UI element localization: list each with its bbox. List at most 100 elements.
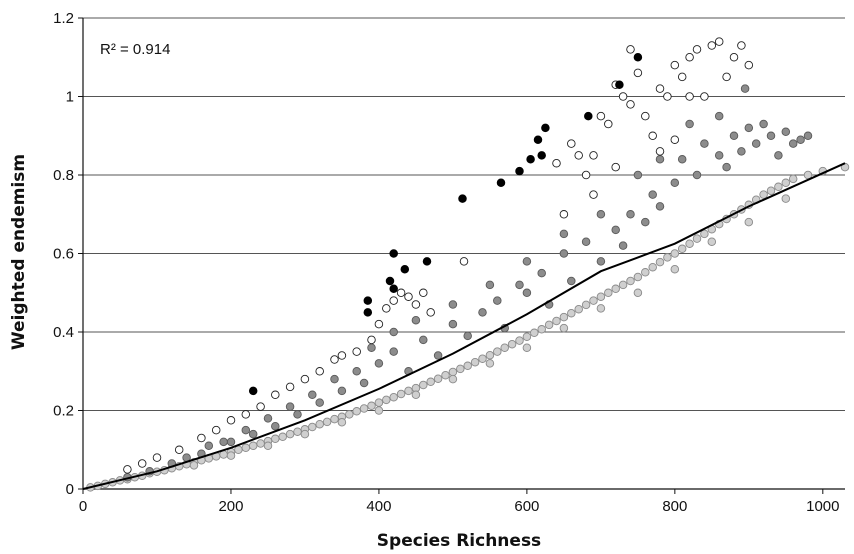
- trend-line: [82, 162, 846, 490]
- y-tick-label-3: 0.6: [53, 246, 74, 263]
- light-grey-point-107: [781, 194, 791, 203]
- black-point-13: [537, 151, 546, 160]
- light-grey-point-93: [774, 182, 783, 192]
- white-point-33: [604, 119, 613, 129]
- r-squared-annotation: R² = 0.914: [100, 41, 170, 58]
- white-point-1: [137, 459, 147, 468]
- light-grey-point-23: [256, 439, 265, 448]
- dark-grey-point-29: [596, 257, 606, 266]
- light-grey-point-41: [389, 392, 398, 402]
- light-grey-point-66: [574, 304, 583, 314]
- dark-grey-point-44: [744, 123, 754, 133]
- white-point-49: [722, 72, 731, 82]
- black-point-10: [515, 166, 524, 176]
- white-point-38: [641, 111, 650, 121]
- black-point-1: [363, 296, 373, 305]
- light-grey-point-51: [463, 361, 472, 371]
- dark-grey-point-30: [611, 225, 620, 235]
- x-axis-title: Species Richness: [377, 531, 541, 551]
- light-grey-point-78: [663, 253, 672, 262]
- y-tick-label-0: 0: [66, 481, 74, 498]
- light-grey-point-104: [559, 323, 569, 333]
- white-point-50: [729, 52, 739, 62]
- dark-grey-point-45: [751, 139, 761, 148]
- white-point-18: [382, 304, 391, 313]
- dark-grey-point-35: [655, 202, 665, 211]
- white-point-54: [670, 135, 680, 144]
- white-point-8: [256, 402, 265, 411]
- light-grey-point-99: [189, 461, 199, 470]
- light-grey-point-58: [515, 336, 524, 345]
- light-grey-point-70: [604, 288, 613, 298]
- dark-grey-point-39: [700, 139, 709, 148]
- white-point-32: [596, 111, 606, 121]
- dark-grey-point-56: [655, 155, 665, 164]
- black-point-15: [584, 111, 593, 121]
- light-grey-point-32: [322, 417, 332, 427]
- x-tick-label-1: 200: [218, 498, 243, 515]
- white-point-9: [271, 390, 280, 400]
- white-point-6: [226, 416, 236, 425]
- tick-labels: 0 200 400 600 800 1000 0 0.2 0.4 0.6 0.8 1 1.2: [53, 10, 839, 515]
- light-grey-point-71: [611, 284, 620, 294]
- light-grey-point-47: [433, 374, 443, 383]
- dark-grey-point-64: [389, 327, 398, 337]
- light-grey-point-108: [226, 451, 236, 460]
- y-tick-label-6: 1.2: [53, 10, 74, 27]
- light-grey-point-30: [308, 422, 317, 432]
- white-point-17: [374, 319, 384, 329]
- light-grey-point-65: [567, 308, 576, 318]
- light-grey-point-100: [263, 441, 273, 451]
- x-tick-label-2: 400: [366, 498, 391, 515]
- light-grey-point-76: [648, 262, 657, 272]
- dark-grey-point-10: [352, 367, 361, 376]
- dark-grey-point-42: [729, 131, 739, 141]
- dark-grey-point-50: [788, 139, 798, 148]
- light-grey-point-113: [596, 304, 606, 313]
- light-grey-point-63: [552, 316, 561, 326]
- white-point-40: [655, 84, 665, 93]
- light-grey-point-21: [241, 443, 251, 453]
- white-point-43: [677, 72, 687, 82]
- light-grey-point-105: [633, 288, 643, 298]
- dark-grey-point-69: [263, 414, 273, 423]
- dark-grey-point-33: [641, 217, 650, 227]
- light-grey-point-103: [485, 359, 495, 368]
- white-point-56: [626, 45, 635, 54]
- dark-grey-point-65: [367, 343, 376, 352]
- dark-grey-point-13: [389, 347, 398, 356]
- white-point-29: [574, 151, 583, 160]
- white-point-36: [626, 100, 635, 109]
- dark-grey-point-27: [567, 276, 576, 286]
- dark-grey-point-41: [722, 162, 731, 172]
- white-point-11: [300, 374, 310, 384]
- data-points: [86, 37, 850, 492]
- light-grey-point-81: [685, 239, 694, 248]
- dark-grey-point-17: [448, 319, 458, 329]
- light-grey-point-50: [456, 364, 465, 374]
- white-point-27: [559, 210, 569, 219]
- white-point-16: [367, 335, 376, 345]
- light-grey-point-62: [544, 320, 554, 330]
- light-grey-point-22: [248, 441, 258, 451]
- light-grey-point-92: [766, 186, 776, 195]
- light-grey-point-72: [618, 280, 628, 290]
- white-point-4: [197, 433, 206, 443]
- light-grey-point-77: [655, 257, 665, 267]
- light-grey-point-38: [367, 401, 376, 411]
- series-white: [123, 37, 754, 474]
- light-grey-point-26: [278, 432, 287, 442]
- dark-grey-point-63: [411, 315, 421, 325]
- black-point-14: [541, 123, 550, 133]
- dark-grey-point-15: [419, 335, 428, 345]
- black-point-8: [458, 194, 467, 203]
- y-tick-label-4: 0.8: [53, 167, 74, 184]
- white-point-42: [670, 60, 680, 70]
- light-grey-point-95: [788, 174, 798, 184]
- y-tick-label-2: 0.4: [53, 324, 74, 341]
- dark-grey-point-19: [478, 308, 487, 317]
- light-grey-point-56: [500, 343, 509, 352]
- dark-grey-point-31: [618, 241, 628, 250]
- light-grey-point-106: [707, 237, 717, 246]
- dark-grey-point-71: [219, 437, 228, 447]
